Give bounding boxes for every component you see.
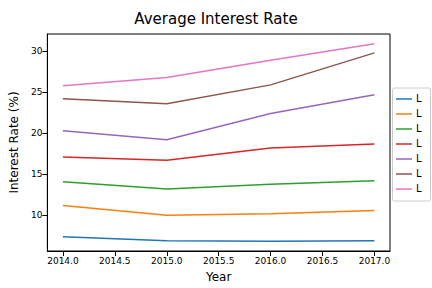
svg-text:2014.5: 2014.5	[99, 256, 131, 266]
svg-text:10: 10	[31, 210, 43, 220]
svg-text:Interest Rate (%): Interest Rate (%)	[7, 91, 21, 193]
svg-text:L: L	[416, 153, 422, 164]
svg-text:20: 20	[31, 128, 43, 138]
svg-text:Year: Year	[205, 270, 231, 284]
svg-text:2015.0: 2015.0	[151, 256, 183, 266]
svg-text:L: L	[416, 168, 422, 179]
svg-text:2016.0: 2016.0	[255, 256, 287, 266]
svg-text:2017.0: 2017.0	[359, 256, 391, 266]
svg-text:L: L	[416, 123, 422, 134]
svg-text:25: 25	[31, 87, 42, 97]
svg-text:L: L	[416, 138, 422, 149]
svg-text:2016.5: 2016.5	[307, 256, 339, 266]
svg-text:Average Interest Rate: Average Interest Rate	[134, 10, 297, 28]
svg-text:L: L	[416, 183, 422, 194]
svg-text:2014.0: 2014.0	[47, 256, 79, 266]
svg-text:30: 30	[31, 46, 43, 56]
svg-text:L: L	[416, 108, 422, 119]
svg-text:15: 15	[31, 169, 42, 179]
svg-text:L: L	[416, 93, 422, 104]
svg-text:2015.5: 2015.5	[203, 256, 235, 266]
